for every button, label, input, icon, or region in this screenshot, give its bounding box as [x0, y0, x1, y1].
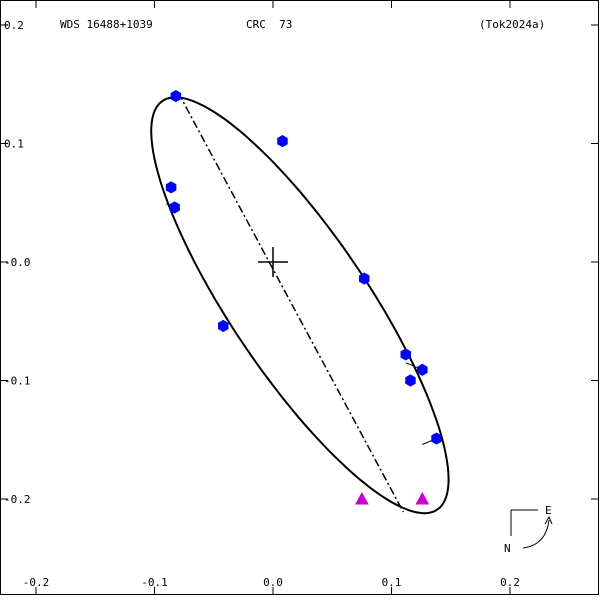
observation-point — [405, 374, 416, 387]
x-tick-label: 0.0 — [263, 576, 283, 589]
y-tick-label: -0.0 — [4, 256, 31, 269]
x-tick-label: -0.1 — [141, 576, 168, 589]
y-tick-label: -0.1 — [4, 375, 31, 388]
y-tick-label: -0.2 — [4, 493, 31, 506]
orbit-ellipse — [150, 96, 450, 515]
compass-east-label: E — [545, 504, 552, 517]
compass-north-label: N — [504, 542, 511, 555]
x-tick-label: -0.2 — [23, 576, 50, 589]
x-tick-label: 0.1 — [382, 576, 402, 589]
primary-star-cross — [258, 247, 288, 277]
observation-point — [431, 432, 442, 445]
system-id-label: WDS 16488+1039 — [60, 18, 153, 31]
observation-point — [359, 272, 370, 285]
discoverer-label: CRC 73 — [246, 18, 292, 31]
observation-point — [277, 135, 288, 148]
observation-point — [165, 181, 177, 194]
observation-point — [400, 348, 411, 361]
observation-point — [218, 319, 229, 333]
observation-triangle — [415, 491, 430, 505]
line-of-apsides — [177, 92, 405, 513]
observation-point — [417, 363, 428, 376]
x-tick-label: 0.2 — [500, 576, 520, 589]
y-tick-label: 0.2 — [4, 19, 24, 32]
reference-label: (Tok2024a) — [479, 18, 545, 31]
observation-marks — [165, 90, 442, 505]
compass-arrow-head-icon — [544, 515, 553, 525]
y-tick-label: 0.1 — [4, 138, 24, 151]
observation-point — [169, 201, 180, 214]
axis-ticks — [1, 1, 598, 594]
compass-rotation-arrow — [522, 519, 550, 549]
observation-point — [170, 90, 182, 103]
observation-triangle — [355, 491, 369, 505]
compass: E N — [504, 504, 553, 555]
axis-tick-labels: -0.2 -0.1 0.0 0.1 0.2 0.2 0.1 -0.0 -0.1 -0.2 — [4, 19, 520, 589]
